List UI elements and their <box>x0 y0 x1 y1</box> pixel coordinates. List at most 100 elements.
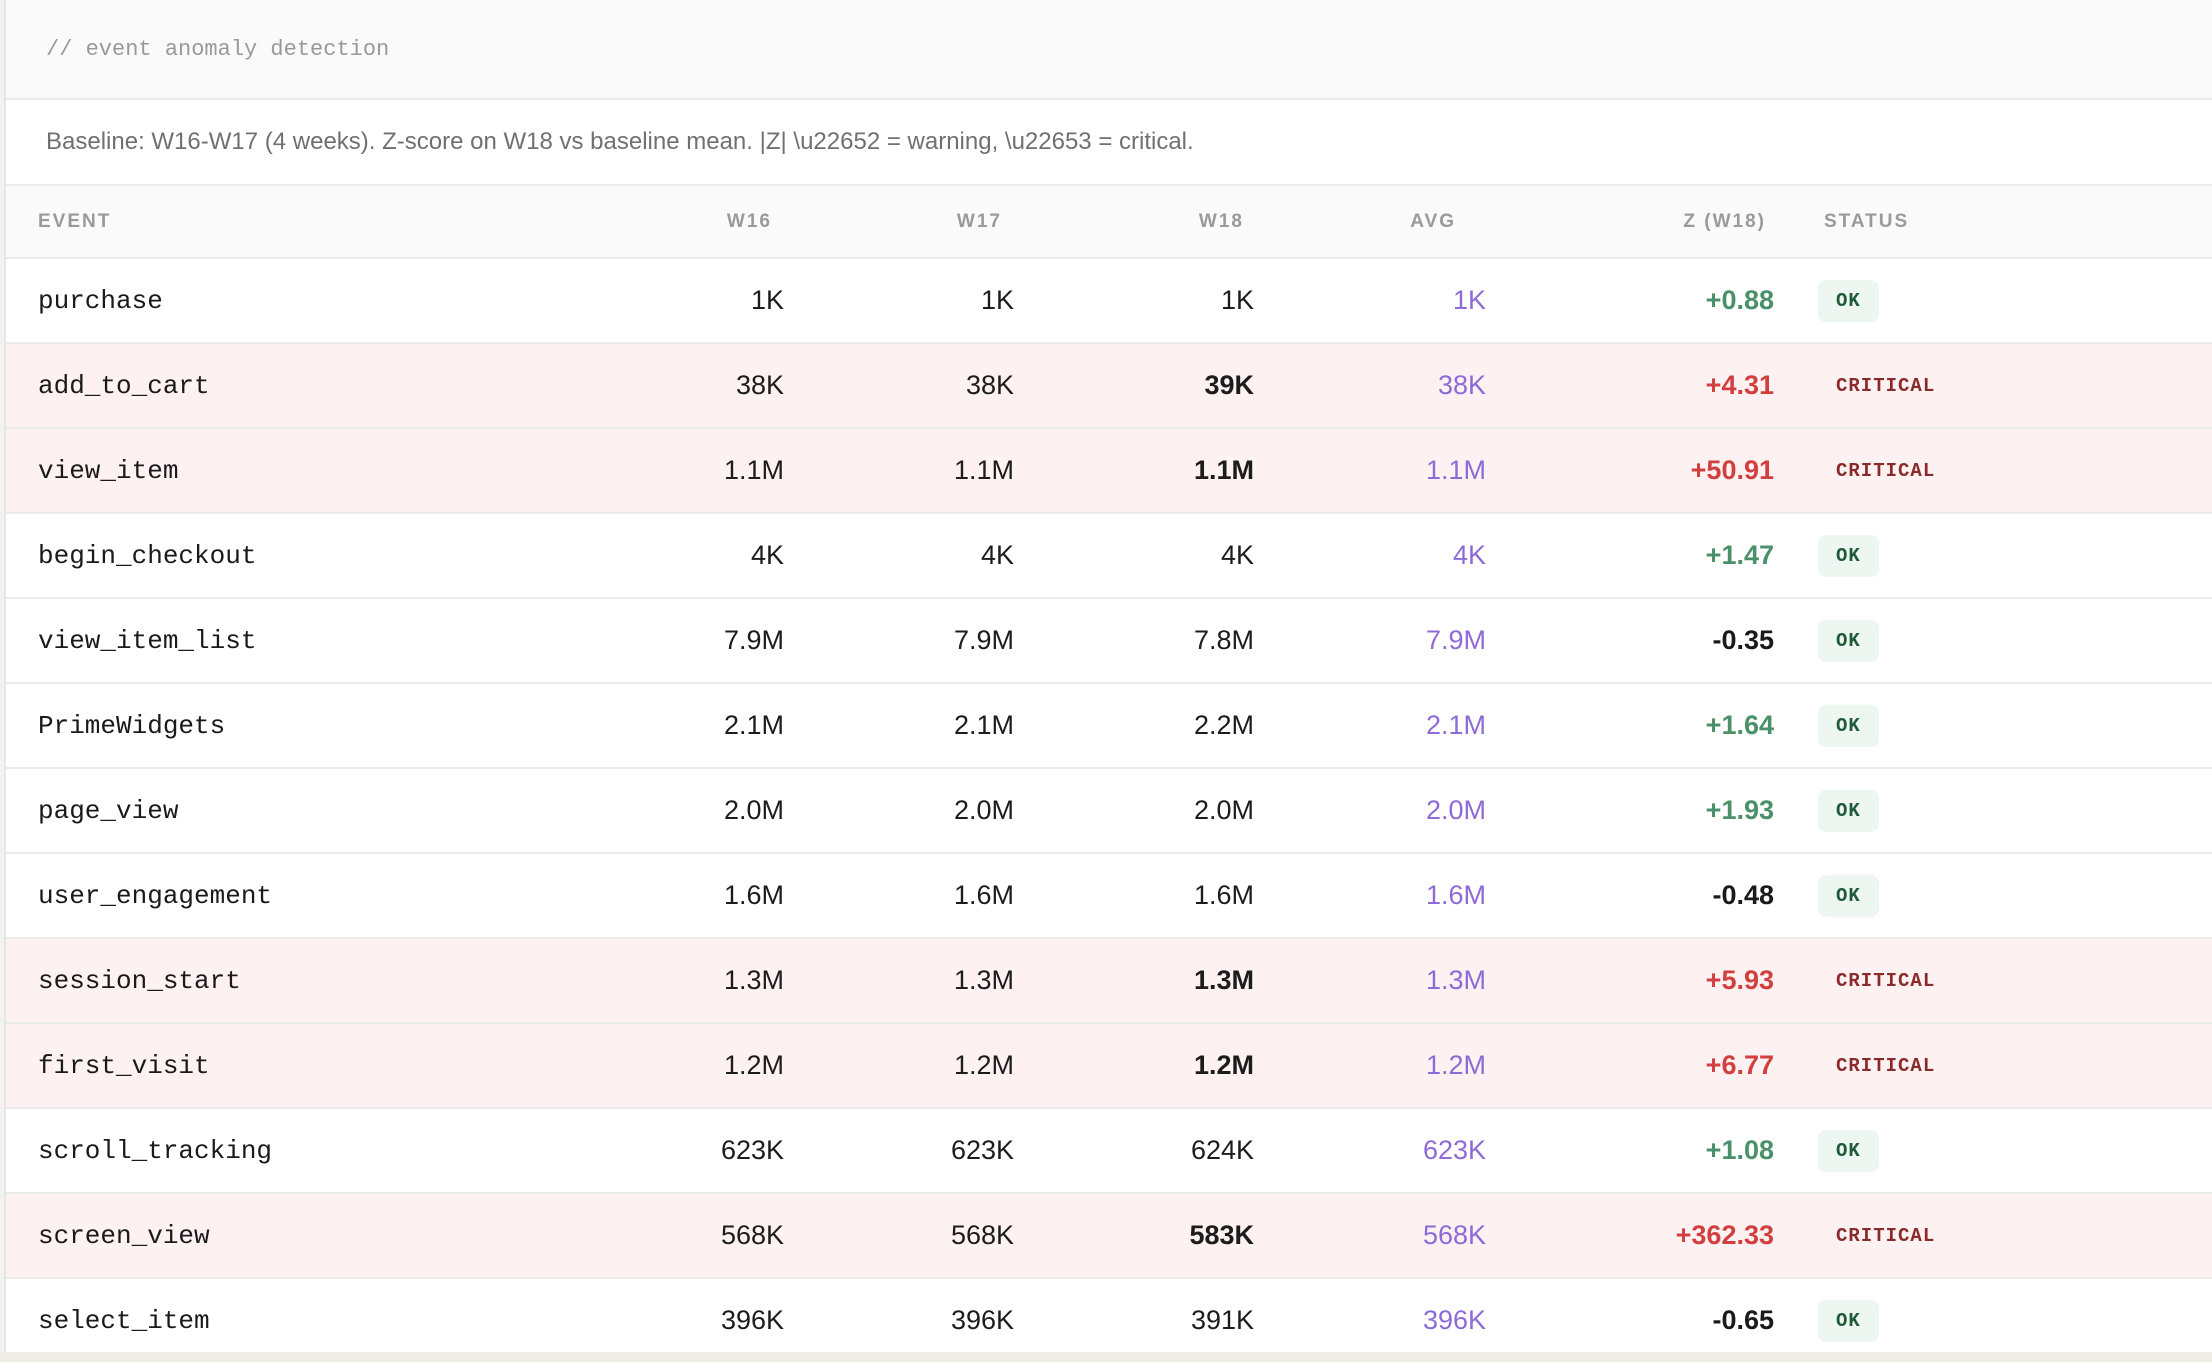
w18-value: 391K <box>1190 1305 1254 1335</box>
w16-value: 1.1M <box>723 455 784 485</box>
column-header-w16[interactable]: W16 <box>726 210 772 232</box>
z-score-value: +50.91 <box>1690 455 1774 485</box>
table-row[interactable]: purchase 1K 1K 1K 1K +0.88 OK <box>6 258 2212 343</box>
column-header-w18[interactable]: W18 <box>1198 210 1244 232</box>
baseline-text: Baseline: W16-W17 (4 weeks). Z-score on … <box>46 128 1194 155</box>
w18-value: 583K <box>1189 1220 1254 1250</box>
table-row[interactable]: scroll_tracking 623K 623K 624K 623K +1.08 OK <box>6 1108 2212 1193</box>
w16-value: 1.6M <box>723 880 784 910</box>
status-cell: OK <box>1814 258 2212 343</box>
panel-title: // event anomaly detection <box>46 36 390 62</box>
status-badge: OK <box>1818 1299 1879 1342</box>
z-score-value: +1.93 <box>1705 795 1774 825</box>
event-name: PrimeWidgets <box>38 710 226 741</box>
table-row[interactable]: add_to_cart 38K 38K 39K 38K +4.31 CRITICAL <box>6 343 2212 428</box>
status-badge: CRITICAL <box>1836 969 1936 992</box>
w16-value: 4K <box>750 540 784 570</box>
w18-value: 1.3M <box>1193 965 1254 995</box>
w18-value: 4K <box>1220 540 1254 570</box>
w16-value: 7.9M <box>723 625 784 655</box>
table-row[interactable]: begin_checkout 4K 4K 4K 4K +1.47 OK <box>6 513 2212 598</box>
avg-value: 1.2M <box>1425 1050 1486 1080</box>
z-score-value: -0.35 <box>1712 625 1774 655</box>
avg-value: 1.6M <box>1425 880 1486 910</box>
table-row[interactable]: user_engagement 1.6M 1.6M 1.6M 1.6M -0.48 OK <box>6 853 2212 938</box>
w18-value: 1.1M <box>1193 455 1254 485</box>
avg-value: 568K <box>1422 1220 1486 1250</box>
status-badge: CRITICAL <box>1836 374 1936 397</box>
column-header-z[interactable]: Z (W18) <box>1683 210 1766 232</box>
table-row[interactable]: session_start 1.3M 1.3M 1.3M 1.3M +5.93 CRITIC… <box>6 938 2212 1023</box>
status-cell: OK <box>1814 853 2212 938</box>
column-header-w17[interactable]: W17 <box>956 210 1002 232</box>
status-cell: CRITICAL <box>1814 428 2212 513</box>
w17-value: 1.1M <box>953 455 1014 485</box>
z-score-value: -0.65 <box>1712 1305 1774 1335</box>
w17-value: 1K <box>980 285 1014 315</box>
anomaly-panel: // event anomaly detection Baseline: W16… <box>4 0 2212 1352</box>
w16-value: 38K <box>735 370 784 400</box>
status-cell: CRITICAL <box>1814 1023 2212 1108</box>
status-badge: OK <box>1818 704 1879 747</box>
event-name: purchase <box>38 285 163 316</box>
w17-value: 38K <box>965 370 1014 400</box>
w18-value: 1.6M <box>1193 880 1254 910</box>
status-cell: OK <box>1814 598 2212 683</box>
status-badge: OK <box>1818 1129 1879 1172</box>
z-score-value: +1.64 <box>1705 710 1774 740</box>
w16-value: 568K <box>720 1220 784 1250</box>
w18-value: 39K <box>1204 370 1254 400</box>
z-score-value: +362.33 <box>1675 1220 1774 1250</box>
event-name: screen_view <box>38 1220 210 1251</box>
event-name: first_visit <box>38 1050 210 1081</box>
w17-value: 4K <box>980 540 1014 570</box>
status-badge: OK <box>1818 789 1879 832</box>
w17-value: 1.6M <box>953 880 1014 910</box>
status-cell: OK <box>1814 513 2212 598</box>
z-score-value: +1.47 <box>1705 540 1774 570</box>
w17-value: 2.1M <box>953 710 1014 740</box>
event-name: select_item <box>38 1305 210 1336</box>
table-row[interactable]: view_item 1.1M 1.1M 1.1M 1.1M +50.91 CRITICAL <box>6 428 2212 513</box>
w17-value: 1.3M <box>953 965 1014 995</box>
status-badge: OK <box>1818 874 1879 917</box>
z-score-value: +5.93 <box>1705 965 1774 995</box>
status-badge: OK <box>1818 279 1879 322</box>
table-row[interactable]: PrimeWidgets 2.1M 2.1M 2.2M 2.1M +1.64 OK <box>6 683 2212 768</box>
w18-value: 1.2M <box>1193 1050 1254 1080</box>
w16-value: 2.0M <box>723 795 784 825</box>
w16-value: 396K <box>720 1305 784 1335</box>
column-header-status[interactable]: STATUS <box>1824 210 1910 232</box>
z-score-value: +0.88 <box>1705 285 1774 315</box>
anomaly-table: EVENT W16 W17 W18 AVG Z (W18) STATUS pur… <box>6 186 2212 1352</box>
avg-value: 1.3M <box>1425 965 1486 995</box>
avg-value: 2.0M <box>1425 795 1486 825</box>
table-row[interactable]: first_visit 1.2M 1.2M 1.2M 1.2M +6.77 CRITICAL <box>6 1023 2212 1108</box>
column-header-event[interactable]: EVENT <box>38 210 112 232</box>
panel-header: // event anomaly detection <box>6 0 2212 100</box>
table-row[interactable]: view_item_list 7.9M 7.9M 7.8M 7.9M -0.35 OK <box>6 598 2212 683</box>
z-score-value: +1.08 <box>1705 1135 1774 1165</box>
avg-value: 1K <box>1452 285 1486 315</box>
avg-value: 4K <box>1452 540 1486 570</box>
status-cell: OK <box>1814 768 2212 853</box>
w18-value: 2.2M <box>1193 710 1254 740</box>
avg-value: 7.9M <box>1425 625 1486 655</box>
status-badge: OK <box>1818 534 1879 577</box>
table-row[interactable]: page_view 2.0M 2.0M 2.0M 2.0M +1.93 OK <box>6 768 2212 853</box>
status-badge: CRITICAL <box>1836 1054 1936 1077</box>
event-name: page_view <box>38 795 179 826</box>
event-name: view_item <box>38 455 179 486</box>
status-badge: OK <box>1818 619 1879 662</box>
event-name: add_to_cart <box>38 370 210 401</box>
w17-value: 396K <box>950 1305 1014 1335</box>
w18-value: 624K <box>1190 1135 1254 1165</box>
table-row[interactable]: screen_view 568K 568K 583K 568K +362.33 CRITIC… <box>6 1193 2212 1278</box>
event-name: scroll_tracking <box>38 1135 273 1166</box>
w17-value: 623K <box>950 1135 1014 1165</box>
status-cell: CRITICAL <box>1814 1193 2212 1278</box>
z-score-value: +6.77 <box>1705 1050 1774 1080</box>
table-row[interactable]: select_item 396K 396K 391K 396K -0.65 OK <box>6 1278 2212 1352</box>
avg-value: 1.1M <box>1425 455 1486 485</box>
column-header-avg[interactable]: AVG <box>1410 210 1456 232</box>
